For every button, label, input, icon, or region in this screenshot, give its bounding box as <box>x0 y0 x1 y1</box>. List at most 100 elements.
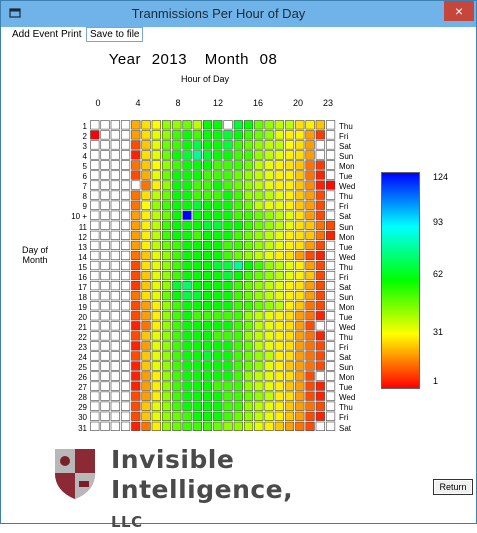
heatmap-cell <box>110 120 120 130</box>
heatmap-cell <box>202 210 213 220</box>
menu-add-event[interactable]: Add Event <box>12 29 59 40</box>
heatmap-cell <box>161 130 172 140</box>
heatmap-cell <box>243 130 254 140</box>
heatmap-cell <box>90 301 100 311</box>
heatmap-cell <box>110 140 120 150</box>
heatmap-cell <box>213 270 223 281</box>
heatmap-cell <box>305 291 315 301</box>
heatmap-cell <box>120 401 131 411</box>
heatmap-cell <box>120 270 131 281</box>
menu-print[interactable]: Print <box>61 29 82 40</box>
heatmap-cell <box>243 170 254 180</box>
heatmap-cell <box>90 401 100 411</box>
heatmap-cell <box>264 281 274 291</box>
x-tick: 8 <box>175 98 181 108</box>
heatmap-cell <box>274 180 284 190</box>
heatmap-cell <box>182 421 192 431</box>
heatmap-cell <box>243 281 254 291</box>
heatmap-cell <box>192 381 202 391</box>
heatmap-cell <box>315 270 325 281</box>
weekday-label: Sat <box>339 423 352 433</box>
heatmap-cell <box>192 270 202 281</box>
heatmap-cell <box>100 321 110 331</box>
heatmap-cell <box>172 321 182 331</box>
heatmap-cell <box>295 281 305 291</box>
heatmap-cell <box>315 120 325 130</box>
shield-logo-icon <box>55 449 95 499</box>
heatmap-cell <box>161 180 172 190</box>
app-icon <box>9 8 21 18</box>
heatmap-cell <box>141 301 151 311</box>
heatmap-cell <box>120 371 131 381</box>
heatmap-cell <box>264 160 274 170</box>
heatmap-cell <box>172 250 182 261</box>
heatmap-cell <box>182 170 192 180</box>
heatmap-cell <box>223 220 233 230</box>
heatmap-cell <box>151 220 161 230</box>
heatmap-cell <box>202 260 213 271</box>
heatmap-cell <box>192 291 202 301</box>
heatmap-cell <box>161 160 172 170</box>
heatmap-cell <box>182 240 192 250</box>
day-label: 17 <box>78 282 87 292</box>
heatmap-cell <box>305 170 315 180</box>
heatmap-cell <box>243 351 254 361</box>
heatmap-cell <box>172 411 182 421</box>
heatmap-cell <box>151 150 161 160</box>
heatmap-cell <box>131 331 141 341</box>
heatmap-cell <box>305 120 315 130</box>
heatmap-cell <box>172 331 182 341</box>
heatmap-cell <box>192 391 202 401</box>
heatmap-cell <box>131 160 141 170</box>
heatmap-cell <box>213 311 223 321</box>
heatmap-cell <box>233 311 243 321</box>
heatmap-cell <box>110 240 120 250</box>
heatmap-cell <box>90 150 100 160</box>
weekday-label: Sun <box>339 363 354 373</box>
heatmap-cell <box>254 311 264 321</box>
day-label: 14 <box>78 252 87 262</box>
heatmap-cell <box>223 120 233 130</box>
heatmap-cell <box>192 220 202 230</box>
heatmap-cell <box>254 250 264 261</box>
x-tick: 16 <box>252 98 263 108</box>
heatmap-cell <box>243 200 254 210</box>
heatmap-cell <box>213 361 223 371</box>
heatmap-cell <box>315 140 325 150</box>
heatmap-cell <box>151 140 161 150</box>
heatmap-cell <box>151 341 161 351</box>
heatmap-cell <box>110 200 120 210</box>
heatmap-cell <box>141 230 151 240</box>
heatmap-cell <box>284 351 295 361</box>
day-label: 30 <box>78 413 87 423</box>
heatmap-cell <box>284 291 295 301</box>
heatmap-cell <box>284 391 295 401</box>
heatmap-cell <box>120 120 131 130</box>
x-tick: 0 <box>95 98 101 108</box>
heatmap-cell <box>141 270 151 281</box>
heatmap-cell <box>264 220 274 230</box>
heatmap-cell <box>264 200 274 210</box>
heatmap-cell <box>223 150 233 160</box>
heatmap-cell <box>274 210 284 220</box>
heatmap-cell <box>295 240 305 250</box>
heatmap-cell <box>100 120 110 130</box>
heatmap-cell <box>192 180 202 190</box>
heatmap-cell <box>223 381 233 391</box>
heatmap-cell <box>284 421 295 431</box>
heatmap-cell <box>141 190 151 200</box>
menu-save-to-file[interactable]: Save to file <box>86 27 144 42</box>
heatmap-cell <box>90 220 100 230</box>
heatmap-cell <box>254 361 264 371</box>
heatmap-cell <box>182 230 192 240</box>
return-button[interactable]: Return <box>433 479 473 495</box>
heatmap-cell <box>151 411 161 421</box>
heatmap-cell <box>305 351 315 361</box>
heatmap-cell <box>182 130 192 140</box>
heatmap-cell <box>100 391 110 401</box>
heatmap-cell <box>151 351 161 361</box>
heatmap-cell <box>325 160 336 170</box>
heatmap-cell <box>131 180 141 190</box>
close-button[interactable]: × <box>444 1 474 21</box>
